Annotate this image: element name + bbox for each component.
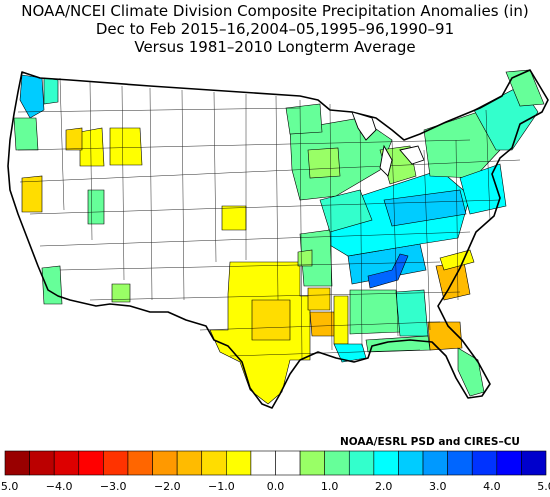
legend-swatch <box>299 450 325 476</box>
region-mn-green <box>285 103 323 135</box>
colorbar-legend: −5.0 −4.0 −3.0 −2.0 −1.0 0.0 1.0 2.0 3.0 4.0 5.0 <box>0 450 550 493</box>
region-or-coast <box>13 117 39 151</box>
legend-tick-label: −4.0 <box>46 480 73 493</box>
legend-tick-label: 5.0 <box>537 480 550 493</box>
region-nw-inland <box>43 77 59 105</box>
region-ny-green <box>423 109 501 179</box>
region-ca-green <box>87 189 105 225</box>
credit-text: NOAA/ESRL PSD and CIRES–CU <box>340 436 520 448</box>
region-wy-yellow <box>65 127 83 151</box>
legend-swatch <box>521 450 547 476</box>
legend-swatch <box>373 450 399 476</box>
legend-swatch <box>152 450 178 476</box>
legend-swatch <box>176 450 203 476</box>
legend-swatch <box>4 450 30 476</box>
title-line-1: NOAA/NCEI Climate Division Composite Pre… <box>21 2 529 20</box>
legend-tick-label: −2.0 <box>154 480 181 493</box>
region-ga-teal <box>395 289 429 337</box>
legend-swatch <box>127 450 153 476</box>
region-appalachian-sky <box>383 189 467 227</box>
region-co-yellow <box>221 205 247 231</box>
legend-swatch <box>422 450 448 476</box>
us-climate-division-map <box>7 69 549 409</box>
title-line-2: Dec to Feb 2015–16,2004–05,1995–96,1990–… <box>95 20 455 38</box>
region-ar-gold <box>307 287 331 311</box>
legend-swatch <box>78 450 104 476</box>
us-outline <box>7 69 549 409</box>
region-fl-panhandle <box>365 335 431 353</box>
legend-tick-label: −3.0 <box>100 480 127 493</box>
legend-tick-label: 4.0 <box>483 480 501 493</box>
legend-swatch <box>226 450 252 476</box>
region-ca-north-gold <box>21 175 43 213</box>
region-mid-atlantic-cyan <box>459 163 507 215</box>
legend-swatch <box>201 450 227 476</box>
region-ms-yellow <box>333 295 349 345</box>
division-boundaries <box>17 77 521 361</box>
legend-swatch <box>324 450 350 476</box>
region-tn-blue <box>367 253 409 289</box>
legend-swatch <box>348 450 375 476</box>
legend-tick-label: 3.0 <box>429 480 447 493</box>
legend-swatches <box>4 450 547 476</box>
legend-swatch <box>447 450 473 476</box>
legend-tick-label: −5.0 <box>0 480 18 493</box>
legend-tick-label: 2.0 <box>375 480 393 493</box>
legend-swatch <box>29 450 55 476</box>
legend-tick-label: 1.0 <box>321 480 339 493</box>
title-line-3: Versus 1981–2010 Longterm Average <box>134 38 416 56</box>
legend-swatch <box>496 450 522 476</box>
legend-swatch <box>103 450 129 476</box>
legend-swatch <box>250 450 276 476</box>
region-me-green <box>505 69 545 107</box>
region-az-green <box>111 283 131 303</box>
great-lakes <box>351 111 425 177</box>
region-al-green <box>349 289 401 335</box>
region-ok-green <box>297 249 313 267</box>
legend-tick-label: 0.0 <box>267 480 285 493</box>
anomaly-regions <box>13 69 545 405</box>
region-mo-green <box>299 229 333 287</box>
region-tx-gold <box>251 299 291 341</box>
legend-swatch <box>398 450 424 476</box>
region-id-yellow <box>79 127 105 167</box>
legend-tick-label: −1.0 <box>208 480 235 493</box>
region-nd-green <box>307 147 341 179</box>
legend-swatch <box>53 450 80 476</box>
legend-swatch <box>275 450 301 476</box>
legend-swatch <box>471 450 498 476</box>
region-fl-orange <box>427 321 463 351</box>
region-mt-yellow <box>109 127 143 166</box>
region-socal-teal <box>41 265 63 305</box>
legend-ticks: −5.0 −4.0 −3.0 −2.0 −1.0 0.0 1.0 2.0 3.0 4.0 5.0 <box>0 480 550 493</box>
region-il-teal <box>319 189 373 233</box>
